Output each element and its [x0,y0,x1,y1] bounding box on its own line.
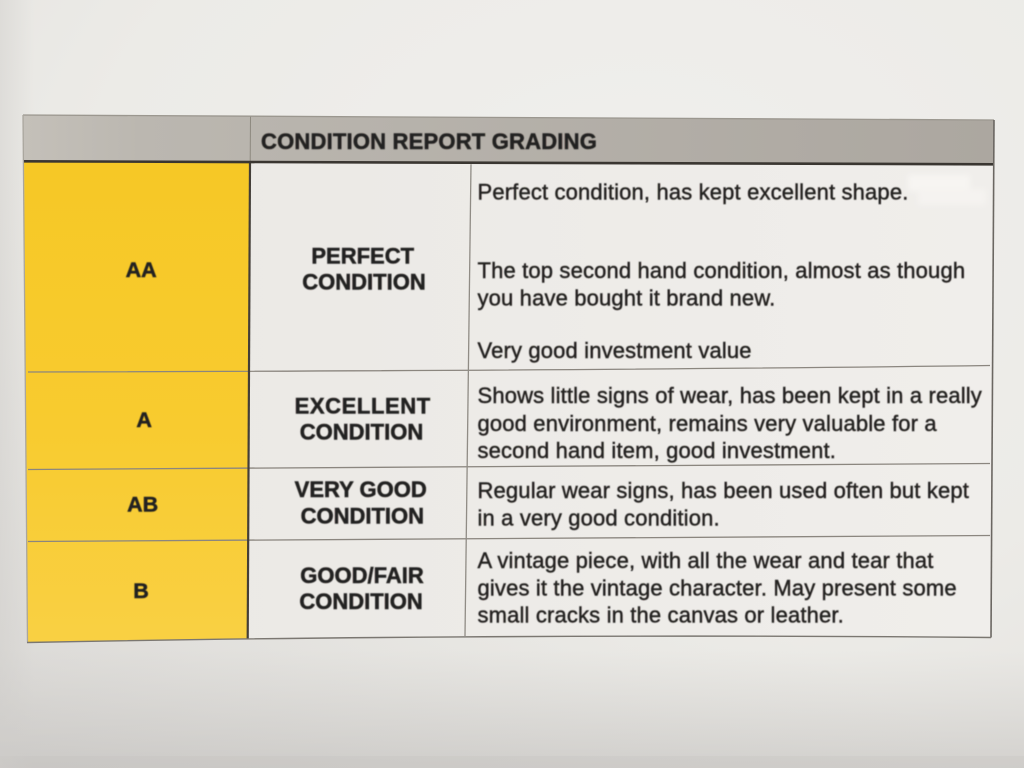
svg-text:second hand item, good investm: second hand item, good investment. [478,438,837,463]
svg-text:good environment, remains very: good environment, remains very valuable … [478,411,938,436]
svg-text:you have bought it brand new.: you have bought it brand new. [478,286,776,311]
svg-text:CONDITION REPORT GRADING: CONDITION REPORT GRADING [261,129,597,154]
svg-text:A: A [136,408,152,432]
svg-text:EXCELLENT: EXCELLENT [295,393,431,418]
svg-text:The top second hand condition,: The top second hand condition, almost as… [478,258,966,283]
svg-text:CONDITION: CONDITION [299,589,422,614]
svg-text:Perfect condition, has kept ex: Perfect condition, has kept excellent sh… [478,180,909,205]
svg-text:PERFECT: PERFECT [311,243,414,268]
svg-text:AA: AA [126,258,157,282]
svg-text:B: B [133,579,149,603]
svg-text:Shows little signs of wear, ha: Shows little signs of wear, has been kep… [478,383,982,408]
svg-text:AB: AB [127,493,158,517]
svg-text:small cracks in the canvas or: small cracks in the canvas or leather. [478,602,844,627]
svg-text:gives it the vintage character: gives it the vintage character. May pres… [478,575,957,600]
svg-text:CONDITION: CONDITION [301,503,424,528]
svg-text:VERY GOOD: VERY GOOD [295,477,427,502]
svg-text:Regular wear signs, has been u: Regular wear signs, has been used often … [478,478,970,503]
svg-text:CONDITION: CONDITION [300,420,423,445]
svg-text:GOOD/FAIR: GOOD/FAIR [300,563,424,588]
svg-text:CONDITION: CONDITION [302,269,425,294]
svg-text:Very good investment value: Very good investment value [478,338,752,363]
svg-text:A vintage piece, with all the: A vintage piece, with all the wear and t… [478,548,934,573]
svg-text:in a very good condition.: in a very good condition. [478,506,720,531]
